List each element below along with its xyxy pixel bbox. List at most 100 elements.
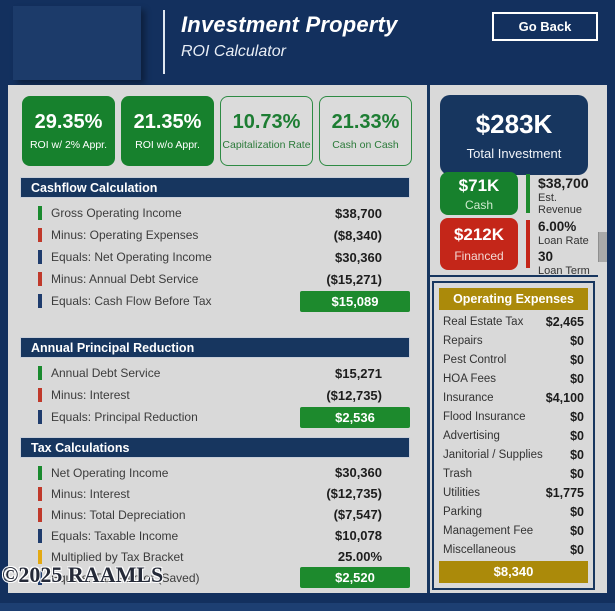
- row-value: $15,271: [335, 365, 382, 381]
- calc-row: Multiplied by Tax Bracket 25.00%: [20, 546, 410, 567]
- expense-row: Pest Control $0: [443, 351, 584, 370]
- expense-value: $0: [570, 353, 584, 368]
- row-tick-bar: [38, 206, 42, 220]
- expense-row: Real Estate Tax $2,465: [443, 313, 584, 332]
- kpi-card: 21.33% Cash on Cash: [319, 96, 412, 166]
- expense-value: $0: [570, 504, 584, 519]
- expense-label: Advertising: [443, 429, 500, 442]
- expense-label: Miscellaneous: [443, 543, 516, 556]
- calc-row: Equals: Cash Flow Before Tax $15,089: [20, 290, 410, 312]
- operating-expenses-total: $8,340: [439, 561, 588, 583]
- expense-row: Repairs $0: [443, 332, 584, 351]
- kpi-row: 29.35% ROI w/ 2% Appr. 21.35% ROI w/o Ap…: [22, 96, 412, 166]
- row-value: $30,360: [335, 465, 382, 480]
- investment-summary-panel: $283K Total Investment $71K Cash $38,700…: [430, 85, 598, 593]
- row-tick-bar: [38, 465, 42, 480]
- expense-value: $0: [570, 447, 584, 462]
- row-label: Net Operating Income: [51, 465, 169, 480]
- revenue-accent-bar: [526, 174, 530, 213]
- section-cashflow-calculation: Cashflow Calculation Gross Operating Inc…: [20, 177, 410, 312]
- go-back-button[interactable]: Go Back: [492, 12, 598, 41]
- kpi-card: 21.35% ROI w/o Appr.: [121, 96, 214, 166]
- row-label: Minus: Interest: [51, 486, 130, 501]
- kpi-value: 21.33%: [331, 111, 400, 133]
- scrollbar-thumb[interactable]: [598, 232, 607, 262]
- calc-row: Equals: Taxable Income $10,078: [20, 525, 410, 546]
- expense-label: Management Fee: [443, 524, 534, 537]
- row-value: ($12,735): [326, 387, 382, 403]
- kpi-card: 10.73% Capitalization Rate: [220, 96, 313, 166]
- calc-row: Minus: Interest ($12,735): [20, 384, 410, 406]
- expense-value: $0: [570, 542, 584, 557]
- expense-row: Parking $0: [443, 502, 584, 521]
- calc-row: Minus: Interest ($12,735): [20, 483, 410, 504]
- row-value: $15,089: [300, 290, 410, 312]
- header-divider: [163, 10, 165, 74]
- calc-row: Equals: Principal Reduction $2,536: [20, 406, 410, 428]
- total-investment-card: $283K Total Investment: [440, 95, 588, 175]
- row-label: Minus: Interest: [51, 388, 130, 402]
- expense-row: Management Fee $0: [443, 521, 584, 540]
- section-header: Tax Calculations: [20, 437, 410, 458]
- row-tick-bar: [38, 388, 42, 402]
- bottom-accent-strip: [0, 603, 615, 611]
- row-label: Minus: Operating Expenses: [51, 228, 199, 242]
- row-tick-bar: [38, 228, 42, 242]
- expense-value: $1,775: [545, 485, 584, 500]
- expense-value: $2,465: [545, 315, 584, 330]
- row-tick-bar: [38, 486, 42, 501]
- row-tick-bar: [38, 570, 42, 585]
- expense-label: Parking: [443, 505, 482, 518]
- expense-label: HOA Fees: [443, 373, 497, 386]
- expense-label: Trash: [443, 467, 472, 480]
- row-tick-bar: [38, 250, 42, 264]
- row-label: Equals: Taxable Income: [51, 528, 179, 543]
- row-tick-bar: [38, 272, 42, 286]
- expense-label: Janitorial / Supplies: [443, 448, 543, 461]
- section-tax-calculations: Tax Calculations Net Operating Income $3…: [20, 437, 410, 588]
- row-label: Equals: Net Operating Income: [51, 250, 212, 264]
- expense-row: Advertising $0: [443, 427, 584, 446]
- expense-row: Flood Insurance $0: [443, 408, 584, 427]
- loan-accent-bar: [526, 220, 530, 268]
- financed-value: $212K: [453, 225, 505, 244]
- calc-row: Net Operating Income $30,360: [20, 462, 410, 483]
- operating-expenses-rows: Real Estate Tax $2,465 Repairs $0 Pest C…: [443, 313, 584, 559]
- row-tick-bar: [38, 294, 42, 308]
- expense-value: $0: [570, 428, 584, 443]
- operating-expenses-panel: Operating Expenses Real Estate Tax $2,46…: [432, 281, 595, 590]
- kpi-value: 21.35%: [133, 111, 202, 133]
- calc-row: Equals: Net Operating Income $30,360: [20, 246, 410, 268]
- page-subtitle: ROI Calculator: [181, 43, 286, 60]
- calc-row: Minus: Total Depreciation ($7,547): [20, 504, 410, 525]
- vertical-divider: [427, 85, 430, 593]
- section-header: Annual Principal Reduction: [20, 337, 410, 358]
- row-label: Annual Debt Service: [51, 366, 161, 380]
- calc-rows: Annual Debt Service $15,271 Minus: Inter…: [20, 362, 410, 428]
- expense-label: Utilities: [443, 486, 481, 499]
- row-value: ($8,340): [333, 227, 382, 243]
- calc-row: Gross Operating Income $38,700: [20, 202, 410, 224]
- kpi-card: 29.35% ROI w/ 2% Appr.: [22, 96, 115, 166]
- row-label: Equals: Cash Flow Before Tax: [51, 294, 212, 308]
- row-label: Minus: Annual Debt Service: [51, 272, 199, 286]
- copyright-watermark: ©2025 RAAMLS: [2, 562, 164, 587]
- loan-info-block: 6.00% Loan Rate 30 Loan Term: [538, 219, 590, 279]
- header: Investment Property ROI Calculator Go Ba…: [0, 0, 615, 85]
- row-label: Gross Operating Income: [51, 206, 182, 220]
- row-label: Equals: Principal Reduction: [51, 410, 198, 424]
- expense-value: $0: [570, 410, 584, 425]
- row-label: Minus: Total Depreciation: [51, 507, 186, 522]
- row-tick-bar: [38, 366, 42, 380]
- kpi-label: Cash on Cash: [332, 139, 399, 151]
- horizontal-divider: [430, 275, 598, 277]
- expense-label: Pest Control: [443, 354, 507, 367]
- row-tick-bar: [38, 507, 42, 522]
- expense-row: Insurance $4,100: [443, 389, 584, 408]
- kpi-label: ROI w/ 2% Appr.: [29, 139, 108, 151]
- expense-label: Repairs: [443, 335, 483, 348]
- row-tick-bar: [38, 549, 42, 564]
- kpi-value: 10.73%: [232, 111, 301, 133]
- row-label: Equals: Tax Paid or (Saved): [51, 570, 200, 585]
